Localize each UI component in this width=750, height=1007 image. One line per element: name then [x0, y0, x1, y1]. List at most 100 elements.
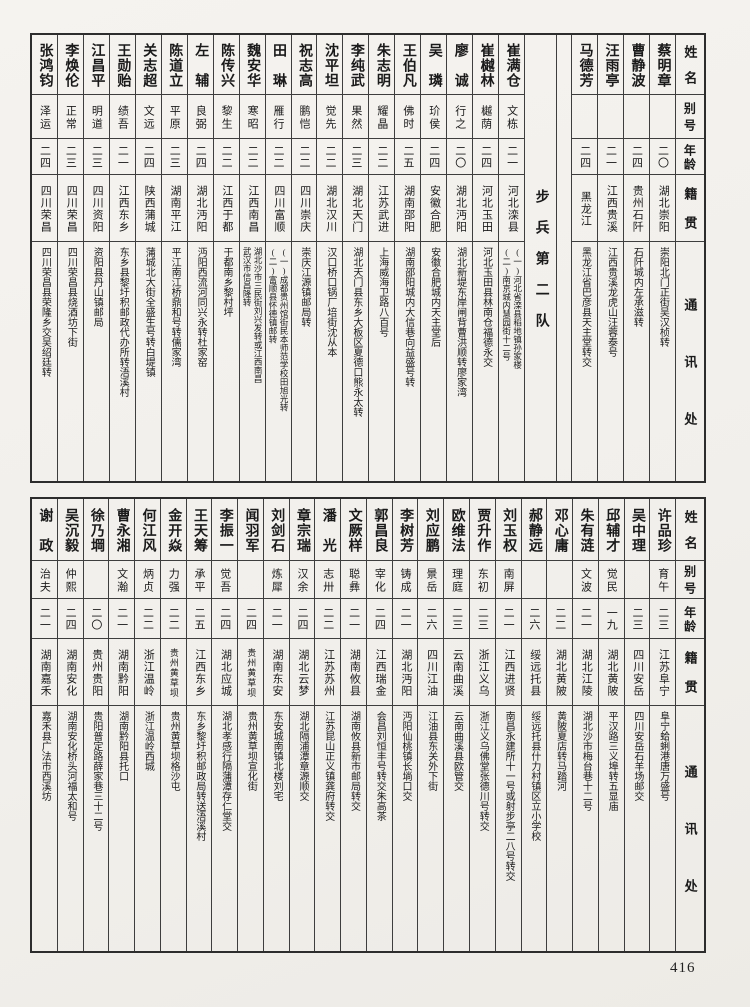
- age-cell: 二二: [265, 139, 291, 175]
- name-cell: 廖诚: [447, 35, 473, 95]
- age-cell: 二五: [395, 139, 421, 175]
- origin-cell: 贵州贵阳: [83, 639, 109, 706]
- header-origin-label: 籍贯: [682, 651, 698, 706]
- origin-cell: 江西进贤: [495, 639, 521, 706]
- person-name: 曹永湘: [114, 507, 130, 553]
- person-column: 邱辅才 觉民 一九 湖北黄陂 平汉路三义埠转五显庙: [598, 499, 625, 951]
- person-column: 金开焱 力强 二二 贵州黄草坝 贵州黄草坝格沙屯: [160, 499, 187, 951]
- divider-cell: 步兵第二队: [525, 35, 556, 481]
- alias-cell: 果然: [343, 95, 369, 139]
- age-cell: 二四: [289, 599, 315, 639]
- person-column: 吴中理 二三 四川安岳 四川安岳石羊场邮交: [624, 499, 651, 951]
- person-address: 嘉禾县广法市西溪坊: [39, 711, 51, 801]
- person-origin: 贵州黄草坝: [168, 647, 179, 698]
- address-cell: 阜宁蛤蜊港唐万盛号: [650, 706, 675, 951]
- person-address: 云南曲溪县欧管交: [451, 711, 463, 791]
- person-address: 浙江温岭西城: [142, 711, 154, 771]
- person-age: 二四: [296, 607, 309, 631]
- age-cell: 二一: [341, 599, 366, 639]
- person-origin: 江西东乡: [117, 184, 130, 233]
- person-column: 朱志明 耀晶 二二 江苏武进 上海威海卫路八百号: [369, 35, 396, 481]
- person-age: 二三: [90, 145, 103, 169]
- person-origin: 江西南昌: [246, 184, 259, 233]
- person-origin: 江西瑞金: [374, 648, 387, 697]
- header-column: 姓名 别号 年龄 籍贯 通讯处: [676, 499, 705, 951]
- age-cell: 二四: [473, 139, 499, 175]
- person-origin: 四川安岳: [631, 648, 644, 697]
- person-age: 二二: [272, 145, 285, 169]
- name-cell: 王伯凡: [395, 35, 421, 95]
- person-column: 徐乃堈 二〇 贵州贵阳 贵阳普定路薛家巷三十二号: [83, 499, 110, 951]
- person-column: 汪雨亭二一 江西贵溪 江西贵溪龙虎山汪蓉泰号: [598, 35, 625, 481]
- person-column: 吴沉毅 仲熙 二四 湖南安化 湖南安化桥头河福太和号: [57, 499, 84, 951]
- alias-cell: [547, 561, 573, 599]
- person-column: 陈传兴 黎生 二二 江西于都 于都南乡黎村坪: [213, 35, 240, 481]
- person-origin: 江西进贤: [502, 648, 515, 697]
- person-name: 许品珍: [655, 507, 671, 553]
- name-cell: 汪雨亭: [598, 35, 624, 95]
- person-column: 蔡明章 二〇 湖北崇阳 崇阳北门正街吴汉桢转: [649, 35, 676, 481]
- header-name-label: 姓名: [682, 45, 698, 95]
- age-cell: 二一: [598, 139, 624, 175]
- header-name-label: 姓名: [682, 510, 698, 561]
- address-cell: 平江南江桥鼎和号转儒家湾: [162, 242, 187, 481]
- person-origin: 湖南东安: [271, 648, 284, 697]
- header-age-cell: 年龄: [675, 139, 704, 175]
- person-column: 江昌平 明道 二三 四川资阳 资阳县丹山镇邮局: [83, 35, 110, 481]
- address-cell: 江西贵溪龙虎山汪蓉泰号: [598, 242, 623, 481]
- alias-cell: 觉民: [598, 561, 624, 599]
- person-origin: 四川富顺: [272, 184, 285, 233]
- alias-cell: 觉先: [317, 95, 343, 139]
- person-alias: 汉余: [296, 567, 309, 594]
- person-name: 徐乃堈: [88, 507, 104, 553]
- person-alias: 泽运: [38, 104, 51, 131]
- person-address: 平汉路三义埠转五显庙: [606, 711, 618, 811]
- alias-cell: [598, 95, 624, 139]
- header-address-cell: 通讯处: [676, 706, 704, 951]
- name-cell: 文厥样: [341, 499, 366, 561]
- name-cell: 曹静波: [624, 35, 649, 95]
- person-column: 崔樾林 樾荫 二四 河北玉田 河北玉田县林南仓福德永交: [473, 35, 500, 481]
- origin-cell: 陕西蒲城: [135, 175, 161, 242]
- name-cell: 李焕伦: [57, 35, 83, 95]
- person-column: 魏安华 寒昭 二二 江西南昌 湖北沙市三民街刘兴发转或江西南昌 武汉市信昌隆转: [239, 35, 266, 481]
- person-alias: 良弼: [194, 104, 207, 131]
- person-age: 二二: [220, 145, 233, 169]
- person-address: 东乡县黎圩积邮政代办所转浯溪村: [117, 247, 129, 397]
- address-cell: 资阳县丹山镇邮局: [84, 242, 109, 481]
- person-alias: 觉先: [323, 104, 336, 131]
- age-cell: 二二: [369, 139, 395, 175]
- origin-cell: 湖北沔阳: [187, 175, 213, 242]
- person-alias: 平原: [168, 104, 181, 131]
- alias-cell: 玠侯: [421, 95, 447, 139]
- person-address: 平江南江桥鼎和号转儒家湾: [169, 247, 181, 367]
- person-name: 李振一: [217, 507, 233, 553]
- person-column: 朱有涟 文波 二一 湖北江陵 湖北沙市梅台巷十二号: [573, 499, 599, 951]
- age-cell: 二四: [421, 139, 447, 175]
- person-age: 二三: [476, 607, 489, 631]
- name-cell: 潘光: [315, 499, 341, 561]
- person-name: 李树芳: [398, 507, 414, 553]
- alias-cell: [521, 561, 547, 599]
- address-cell: (一)成都贵州馆街民本师范学校田旭光转 (二)富顺县怀德镇邮转: [266, 242, 291, 481]
- origin-cell: 云南曲溪: [444, 639, 470, 706]
- origin-cell: 江西贵溪: [598, 175, 624, 242]
- person-age: 二四: [64, 607, 77, 631]
- header-age-label: 年龄: [682, 143, 697, 172]
- person-address: 四川荣昌县烧酒坊下街: [65, 247, 77, 347]
- alias-cell: 良弼: [187, 95, 213, 139]
- person-name: 左辅: [193, 42, 209, 95]
- age-cell: 二二: [160, 599, 186, 639]
- header-age-cell: 年龄: [676, 599, 705, 639]
- person-address: 江油县东关外下街: [425, 711, 437, 791]
- alias-cell: 樾荫: [473, 95, 499, 139]
- person-name: 崔樾林: [478, 42, 494, 88]
- section-title: 步兵第二队: [533, 189, 549, 344]
- person-alias: 佛时: [401, 104, 414, 131]
- address-cell: 东乡黎圩积邮政局转送浯溪村: [187, 706, 212, 951]
- person-name: 郝静远: [526, 507, 542, 553]
- person-column: 马德芳 二四 黑龙江 黑龙江省巴彦县天主堂转交: [572, 35, 599, 481]
- name-cell: 陈道立: [161, 35, 187, 95]
- origin-cell: 四川安岳: [624, 639, 650, 706]
- person-name: 张鸿钧: [37, 42, 53, 88]
